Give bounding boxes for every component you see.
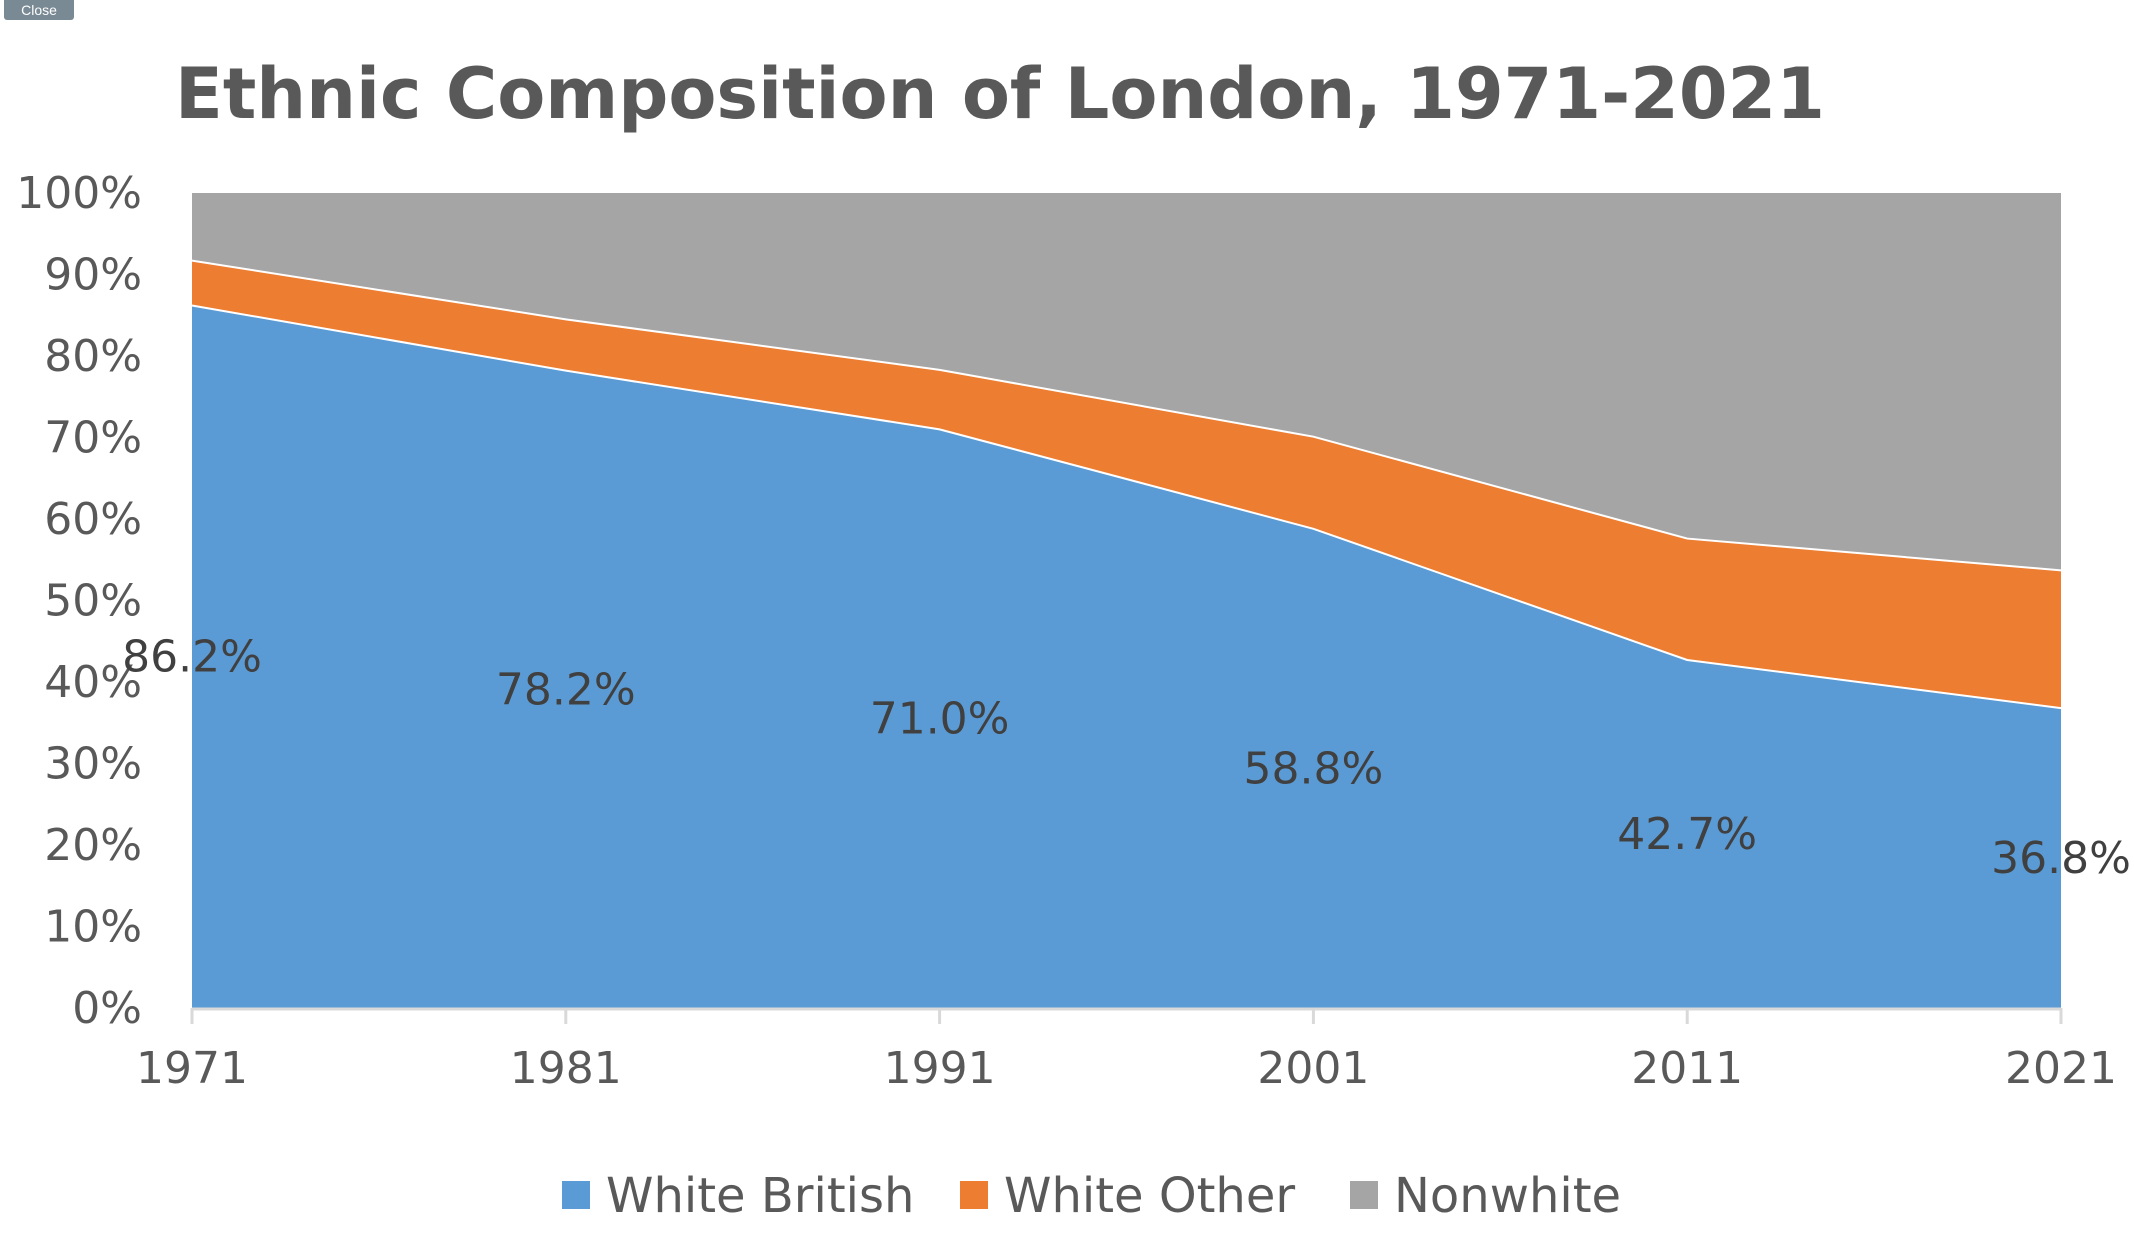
x-tick-label: 1991 [884, 1043, 996, 1094]
legend-swatch [960, 1181, 988, 1209]
x-tick-label: 2021 [2005, 1043, 2117, 1094]
area-white-british [192, 305, 2061, 1009]
legend-label: White British [606, 1168, 914, 1224]
y-tick-label: 40% [44, 657, 142, 708]
y-tick-label: 20% [44, 820, 142, 871]
y-tick-label: 50% [44, 576, 142, 627]
legend-item: Nonwhite [1350, 1168, 1621, 1224]
legend-swatch [1350, 1181, 1378, 1209]
area-white-other [192, 260, 2061, 709]
x-tick-label: 1981 [510, 1043, 622, 1094]
y-tick-label: 80% [44, 331, 142, 382]
data-labels: 86.2% 78.2% 71.0% 58.8% 42.7% 36.8% [122, 632, 2131, 884]
data-label: 36.8% [1991, 833, 2131, 884]
chart-title: Ethnic Composition of London, 1971-2021 [175, 53, 1825, 135]
x-tick-label: 2011 [1631, 1043, 1743, 1094]
data-label: 78.2% [496, 664, 636, 715]
x-axis: 1971 1981 1991 2001 2011 2021 [136, 1007, 2117, 1094]
y-tick-label: 90% [44, 250, 142, 301]
series-boundary [191, 259, 2062, 572]
series-boundary [191, 304, 2062, 710]
legend-label: White Other [1004, 1168, 1295, 1224]
data-label: 42.7% [1617, 809, 1757, 860]
close-button[interactable]: Close [4, 0, 74, 20]
y-axis: 0% 10% 20% 30% 40% 50% 60% 70% 80% 90% 100% [16, 168, 142, 1034]
legend-swatch [562, 1181, 590, 1209]
legend-item: White British [562, 1168, 914, 1224]
y-tick-label: 70% [44, 413, 142, 464]
y-tick-label: 60% [44, 494, 142, 545]
y-tick-label: 30% [44, 739, 142, 790]
area-nonwhite [192, 193, 2061, 571]
data-label: 58.8% [1244, 743, 1384, 794]
x-tick-label: 1971 [136, 1043, 248, 1094]
y-tick-label: 10% [44, 902, 142, 953]
plot-area [191, 193, 2062, 1009]
x-tick-label: 2001 [1257, 1043, 1369, 1094]
legend-label: Nonwhite [1394, 1168, 1621, 1224]
data-label: 86.2% [122, 632, 262, 683]
data-label: 71.0% [870, 694, 1010, 745]
y-tick-label: 100% [16, 168, 142, 219]
legend-item: White Other [960, 1168, 1295, 1224]
legend: White British White Other Nonwhite [562, 1168, 1621, 1224]
y-tick-label: 0% [72, 983, 142, 1034]
